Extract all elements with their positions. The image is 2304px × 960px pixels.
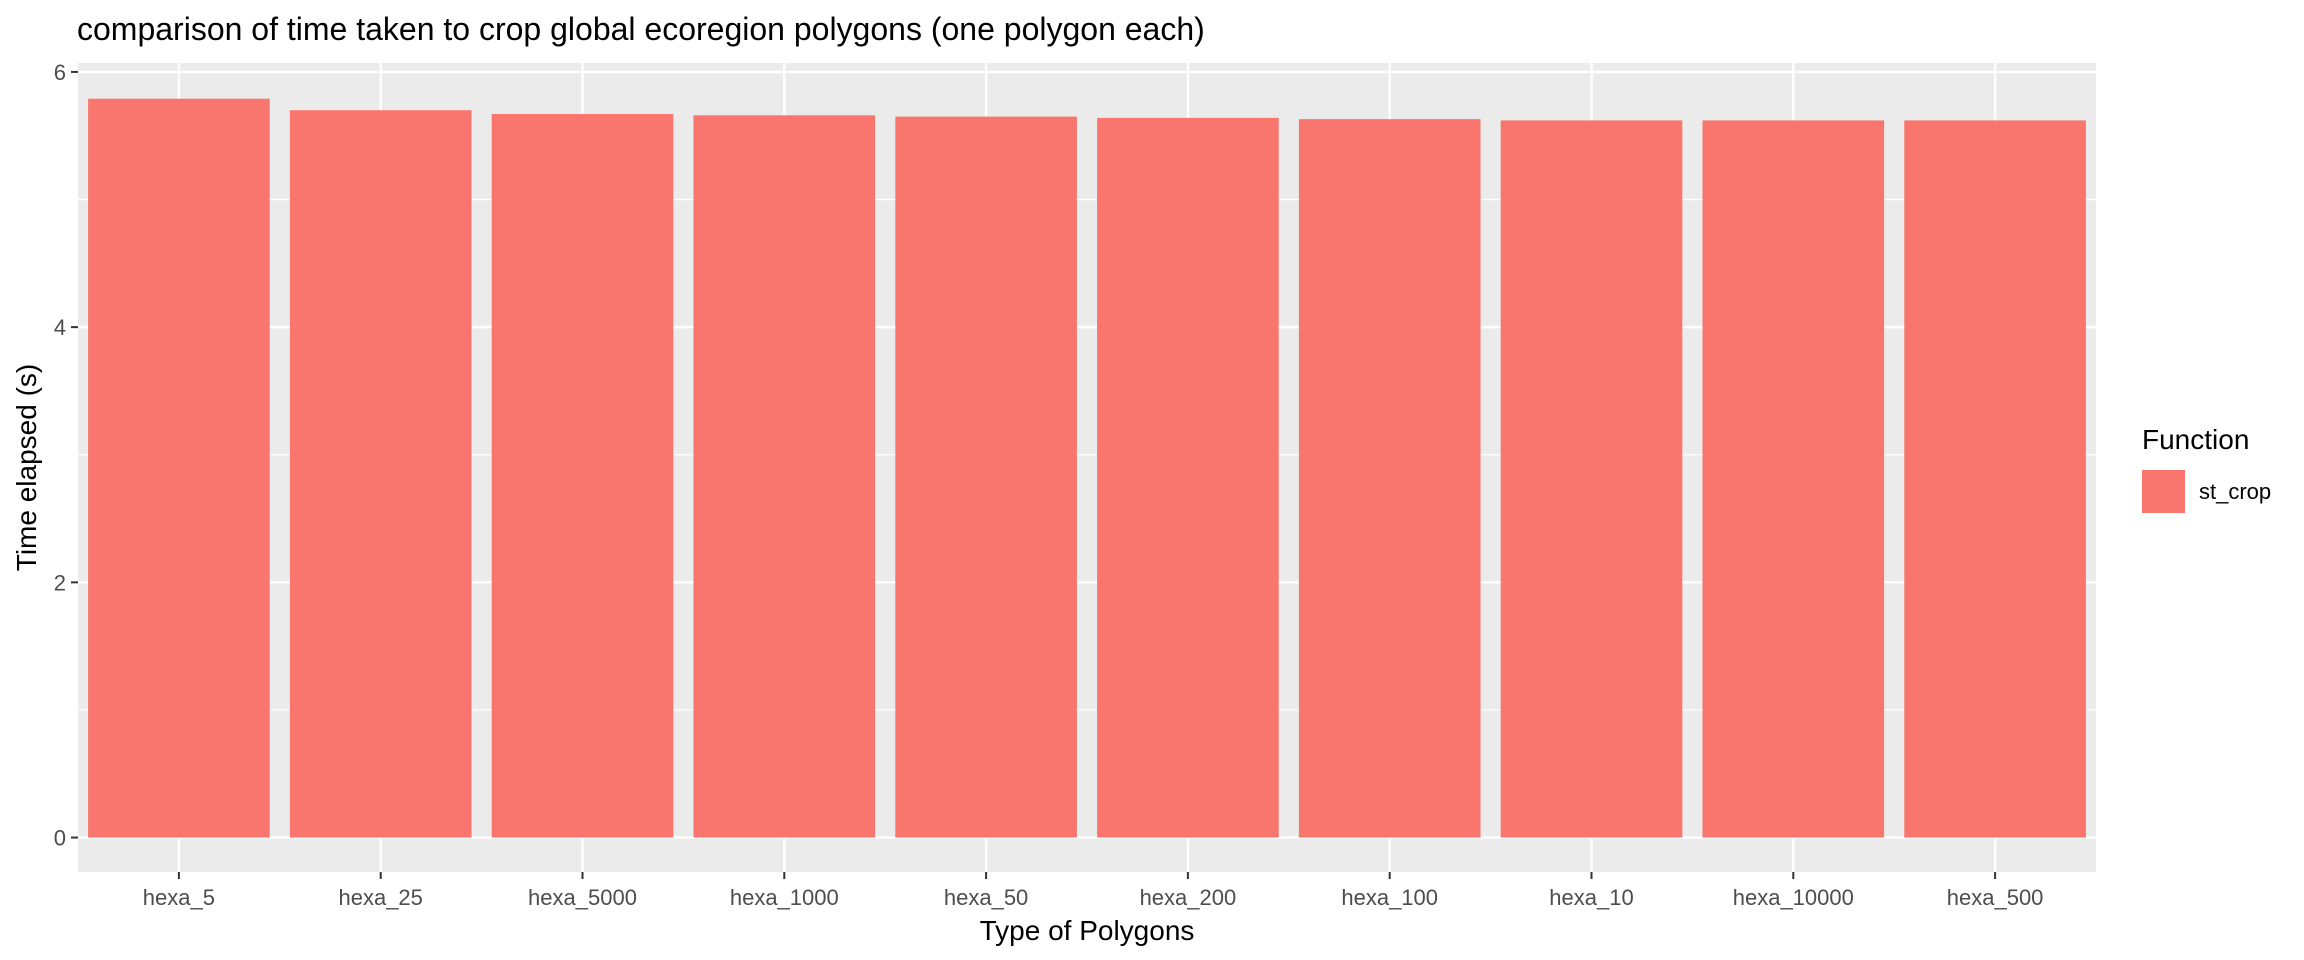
legend-key-st-crop (2142, 470, 2185, 513)
bar-hexa_10 (1500, 120, 1683, 838)
x-tick-label: hexa_5 (143, 885, 215, 910)
y-axis-title: Time elapsed (s) (11, 364, 42, 571)
legend-title: Function (2142, 424, 2249, 455)
chart-title: comparison of time taken to crop global … (77, 11, 1205, 47)
y-tick-label: 0 (54, 826, 66, 851)
x-tick-label: hexa_200 (1140, 885, 1237, 910)
x-tick-label: hexa_500 (1947, 885, 2044, 910)
bar-hexa_500 (1904, 120, 2086, 838)
x-axis: hexa_5 hexa_25 hexa_5000 hexa_1000 hexa_50 he… (143, 872, 2044, 910)
legend-label-st-crop: st_crop (2199, 479, 2271, 504)
x-tick-label: hexa_100 (1341, 885, 1438, 910)
bar-hexa_10000 (1702, 120, 1885, 838)
bar-hexa_100 (1298, 119, 1481, 838)
x-tick-label: hexa_10000 (1733, 885, 1854, 910)
bars (88, 98, 2086, 838)
legend: Function st_crop (2142, 424, 2271, 513)
y-tick-label: 4 (54, 315, 66, 340)
x-tick-label: hexa_1000 (730, 885, 839, 910)
x-tick-label: hexa_50 (944, 885, 1028, 910)
bar-hexa_5 (88, 98, 270, 838)
bar-hexa_50 (895, 116, 1077, 838)
bar-hexa_25 (289, 110, 472, 838)
y-tick-label: 2 (54, 570, 66, 595)
y-axis: 0 2 4 6 (54, 60, 78, 851)
bar-hexa_5000 (491, 114, 674, 838)
y-tick-label: 6 (54, 60, 66, 85)
x-tick-label: hexa_5000 (528, 885, 637, 910)
bar-hexa_1000 (693, 115, 876, 838)
x-tick-label: hexa_25 (338, 885, 422, 910)
x-tick-label: hexa_10 (1549, 885, 1633, 910)
x-axis-title: Type of Polygons (980, 915, 1195, 946)
bar-hexa_200 (1097, 117, 1279, 838)
